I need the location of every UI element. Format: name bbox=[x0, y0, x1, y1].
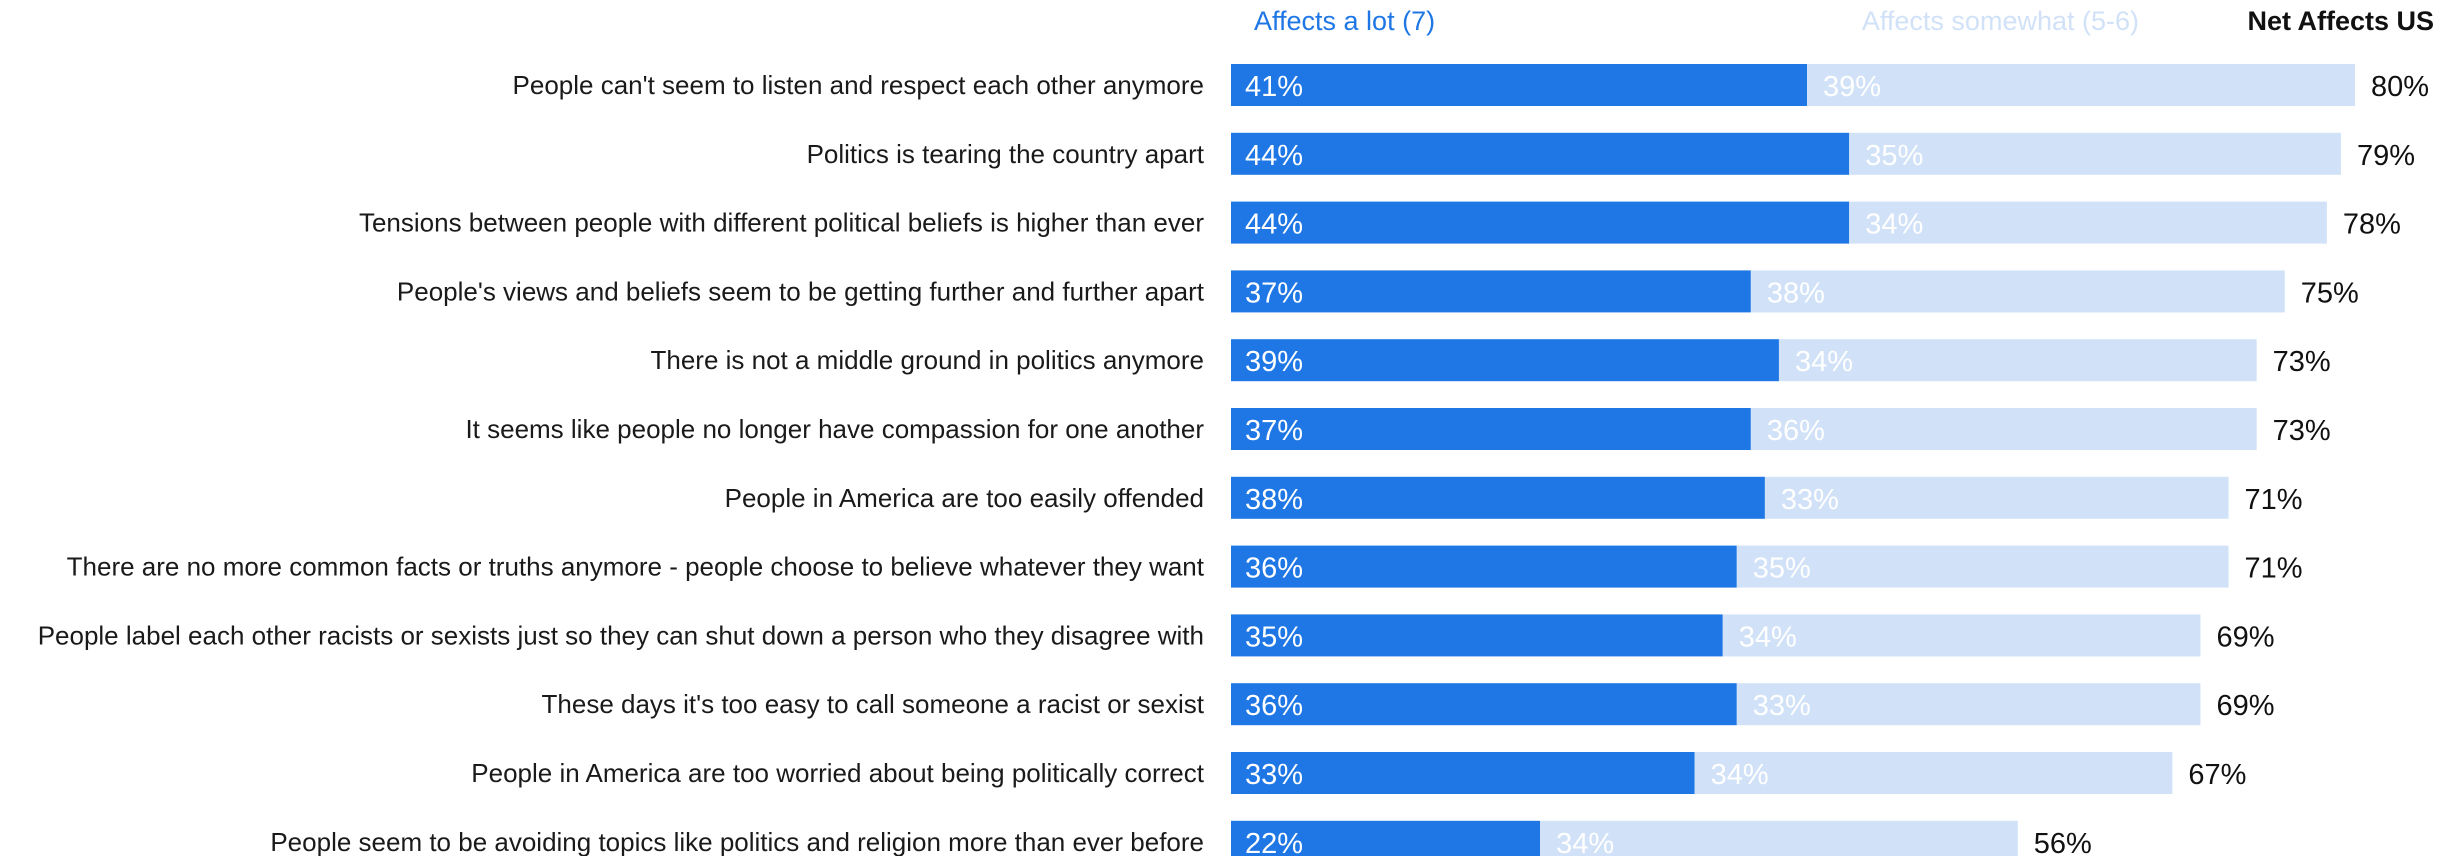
category-label: It seems like people no longer have comp… bbox=[465, 414, 1204, 444]
data-label-net: 80% bbox=[2371, 71, 2429, 103]
bar-affects-somewhat bbox=[1778, 339, 2257, 382]
bar-affects-a-lot bbox=[1231, 270, 1751, 313]
data-label-affects-a-lot: 33% bbox=[1245, 759, 1303, 791]
category-label: These days it's too easy to call someone… bbox=[542, 689, 1205, 719]
data-label-affects-a-lot: 44% bbox=[1245, 140, 1303, 172]
data-label-affects-a-lot: 38% bbox=[1245, 484, 1303, 516]
bar-affects-somewhat bbox=[1694, 752, 2173, 794]
chart-row: These days it's too easy to call someone… bbox=[542, 683, 2274, 726]
category-label: There are no more common facts or truths… bbox=[67, 552, 1205, 582]
bar-affects-somewhat bbox=[1736, 545, 2229, 588]
chart-row: There are no more common facts or truths… bbox=[67, 545, 2303, 588]
bar-affects-a-lot bbox=[1231, 64, 1808, 106]
category-label: People's views and beliefs seem to be ge… bbox=[397, 276, 1205, 306]
bar-affects-a-lot bbox=[1231, 339, 1779, 382]
legend-affects-somewhat: Affects somewhat (5-6) bbox=[1862, 6, 2139, 36]
chart-row: People label each other racists or sexis… bbox=[38, 614, 2274, 657]
data-label-affects-somewhat: 33% bbox=[1781, 484, 1839, 516]
chart-row: People in America are too worried about … bbox=[471, 752, 2246, 794]
data-label-affects-somewhat: 34% bbox=[1795, 346, 1853, 378]
chart-row: Politics is tearing the country apart 44%… bbox=[807, 132, 2415, 175]
bar-affects-a-lot bbox=[1231, 752, 1695, 794]
data-label-affects-somewhat: 34% bbox=[1711, 759, 1769, 791]
data-label-affects-a-lot: 35% bbox=[1245, 621, 1303, 653]
chart-rows: People can't seem to listen and respect … bbox=[38, 64, 2429, 856]
chart-row: It seems like people no longer have comp… bbox=[465, 408, 2331, 450]
chart-row: People seem to be avoiding topics like p… bbox=[270, 820, 2092, 856]
data-label-affects-somewhat: 36% bbox=[1767, 415, 1825, 447]
data-label-affects-somewhat: 39% bbox=[1823, 71, 1881, 103]
data-label-affects-a-lot: 22% bbox=[1245, 828, 1303, 856]
data-label-net: 67% bbox=[2188, 759, 2246, 791]
bar-affects-somewhat bbox=[1750, 270, 2285, 313]
chart-row: There is not a middle ground in politics… bbox=[650, 339, 2331, 382]
legend-affects-a-lot: Affects a lot (7) bbox=[1254, 6, 1435, 36]
bar-affects-somewhat bbox=[1722, 614, 2201, 657]
data-label-net: 73% bbox=[2273, 415, 2331, 447]
data-label-net: 73% bbox=[2273, 346, 2331, 378]
category-label: Tensions between people with different p… bbox=[359, 208, 1204, 238]
chart-legend: Affects a lot (7) Affects somewhat (5-6)… bbox=[1254, 6, 2434, 36]
bar-affects-somewhat bbox=[1764, 476, 2229, 519]
chart-row: People's views and beliefs seem to be ge… bbox=[397, 270, 2359, 313]
data-label-net: 69% bbox=[2216, 690, 2274, 722]
category-label: There is not a middle ground in politics… bbox=[650, 345, 1204, 375]
data-label-affects-somewhat: 34% bbox=[1865, 209, 1923, 241]
bar-affects-somewhat bbox=[1849, 201, 2327, 244]
data-label-net: 69% bbox=[2216, 621, 2274, 653]
bar-affects-a-lot bbox=[1231, 614, 1723, 657]
chart-row: Tensions between people with different p… bbox=[359, 201, 2401, 244]
data-label-net: 71% bbox=[2245, 484, 2303, 516]
data-label-affects-somewhat: 34% bbox=[1739, 621, 1797, 653]
bar-affects-somewhat bbox=[1750, 408, 2257, 450]
bar-affects-a-lot bbox=[1231, 545, 1737, 588]
bar-affects-a-lot bbox=[1231, 201, 1850, 244]
data-label-affects-a-lot: 37% bbox=[1245, 277, 1303, 309]
data-label-affects-a-lot: 41% bbox=[1245, 71, 1303, 103]
category-label: People seem to be avoiding topics like p… bbox=[270, 827, 1204, 856]
category-label: People in America are too easily offende… bbox=[725, 483, 1204, 513]
bar-affects-a-lot bbox=[1231, 820, 1541, 856]
data-label-affects-somewhat: 35% bbox=[1753, 553, 1811, 585]
chart-row: People in America are too easily offende… bbox=[725, 476, 2303, 519]
bar-affects-somewhat bbox=[1736, 683, 2201, 726]
data-label-affects-somewhat: 35% bbox=[1865, 140, 1923, 172]
data-label-net: 56% bbox=[2034, 828, 2092, 856]
bar-affects-somewhat bbox=[1540, 820, 2018, 856]
data-label-affects-a-lot: 39% bbox=[1245, 346, 1303, 378]
data-label-affects-a-lot: 37% bbox=[1245, 415, 1303, 447]
bar-affects-a-lot bbox=[1231, 683, 1737, 726]
bar-affects-somewhat bbox=[1849, 132, 2341, 175]
bar-affects-somewhat bbox=[1807, 64, 2355, 106]
data-label-net: 79% bbox=[2357, 140, 2415, 172]
data-label-affects-a-lot: 44% bbox=[1245, 209, 1303, 241]
data-label-net: 75% bbox=[2301, 277, 2359, 309]
data-label-affects-somewhat: 38% bbox=[1767, 277, 1825, 309]
category-label: People label each other racists or sexis… bbox=[38, 620, 1204, 650]
chart-row: People can't seem to listen and respect … bbox=[513, 64, 2429, 106]
category-label: People in America are too worried about … bbox=[471, 758, 1204, 788]
data-label-affects-a-lot: 36% bbox=[1245, 553, 1303, 585]
legend-net-affects-us: Net Affects US bbox=[2247, 6, 2434, 36]
data-label-affects-somewhat: 33% bbox=[1753, 690, 1811, 722]
data-label-net: 78% bbox=[2343, 209, 2401, 241]
bar-affects-a-lot bbox=[1231, 476, 1765, 519]
data-label-net: 71% bbox=[2245, 553, 2303, 585]
category-label: Politics is tearing the country apart bbox=[807, 139, 1205, 169]
bar-affects-a-lot bbox=[1231, 132, 1850, 175]
bar-affects-a-lot bbox=[1231, 408, 1751, 450]
data-label-affects-a-lot: 36% bbox=[1245, 690, 1303, 722]
category-label: People can't seem to listen and respect … bbox=[513, 70, 1204, 100]
data-label-affects-somewhat: 34% bbox=[1556, 828, 1614, 856]
